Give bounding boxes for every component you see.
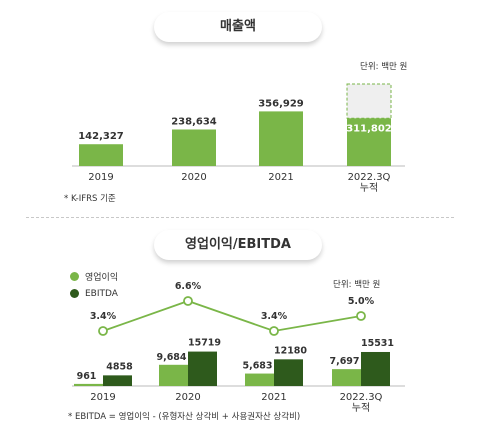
revenue-value-label-0: 142,327 xyxy=(78,131,124,142)
profit-category-label-0: 2019 xyxy=(90,392,115,403)
section-divider xyxy=(26,217,454,218)
ebitda-bar-1 xyxy=(188,351,217,386)
revenue-category-label-3: 2022.3Q xyxy=(348,172,391,183)
margin-label-3: 5.0% xyxy=(348,296,375,307)
legend-item-ebitda: EBITDA xyxy=(70,285,118,302)
ebitda-value-label-2: 12180 xyxy=(274,345,307,356)
revenue-footnote: * K-IFRS 기준 xyxy=(64,194,116,204)
ebitda-value-label-3: 15531 xyxy=(361,338,394,349)
ebitda-bar-0 xyxy=(103,375,132,386)
operating-profit-bar-1 xyxy=(159,364,188,386)
revenue-category-label-3-line2: 누적 xyxy=(360,182,378,194)
operating-profit-value-label-2: 5,683 xyxy=(242,361,272,372)
profit-category-label-3: 2022.3Q xyxy=(340,392,383,403)
profit-category-label-1: 2020 xyxy=(175,392,200,403)
revenue-category-label-1: 2020 xyxy=(181,172,206,183)
margin-label-1: 6.6% xyxy=(175,281,202,292)
revenue-bar-2 xyxy=(259,111,303,166)
revenue-value-label-2: 356,929 xyxy=(258,98,304,109)
revenue-value-label-1: 238,634 xyxy=(171,116,217,127)
margin-line xyxy=(102,300,362,332)
operating-profit-bar-2 xyxy=(245,373,274,386)
profit-category-label-3-line2: 누적 xyxy=(352,402,370,414)
revenue-bar-3 xyxy=(347,118,391,166)
profit-title: 영업이익/EBITDA xyxy=(154,230,322,260)
revenue-unit-label: 단위: 백만 원 xyxy=(360,62,408,72)
revenue-value-label-3: 311,802 xyxy=(346,123,392,134)
operating-profit-value-label-1: 9,684 xyxy=(156,352,186,363)
ebitda-value-label-1: 15719 xyxy=(188,338,221,349)
margin-point-3 xyxy=(356,311,366,321)
operating-profit-value-label-0: 961 xyxy=(77,371,97,382)
margin-point-2 xyxy=(269,326,279,336)
margin-point-1 xyxy=(183,296,193,306)
operating-profit-bar-0 xyxy=(74,383,103,386)
profit-legend: 영업이익 EBITDA xyxy=(70,268,118,302)
legend-item-operating-profit: 영업이익 xyxy=(70,268,118,285)
margin-label-2: 3.4% xyxy=(261,311,288,322)
legend-label-operating-profit: 영업이익 xyxy=(85,273,119,283)
margin-label-0: 3.4% xyxy=(90,311,117,322)
profit-footnote: * EBITDA = 영업이익 - (유형자산 상각비 + 사용권자산 상각비) xyxy=(68,412,301,422)
operating-profit-bar-3 xyxy=(332,369,361,386)
revenue-projection-box xyxy=(346,83,392,119)
revenue-category-label-0: 2019 xyxy=(88,172,113,183)
ebitda-bar-2 xyxy=(274,359,303,386)
legend-swatch-ebitda xyxy=(70,289,79,298)
revenue-bar-0 xyxy=(79,144,123,166)
margin-point-0 xyxy=(98,326,108,336)
ebitda-bar-3 xyxy=(361,351,390,386)
legend-swatch-operating-profit xyxy=(70,272,79,281)
revenue-bar-1 xyxy=(172,129,216,166)
profit-unit-label: 단위: 백만 원 xyxy=(333,280,381,290)
operating-profit-value-label-3: 7,697 xyxy=(329,356,359,367)
revenue-category-label-2: 2021 xyxy=(268,172,293,183)
profit-category-label-2: 2021 xyxy=(261,392,286,403)
revenue-title: 매출액 xyxy=(154,12,322,42)
ebitda-value-label-0: 4858 xyxy=(106,361,133,372)
legend-label-ebitda: EBITDA xyxy=(85,288,118,299)
